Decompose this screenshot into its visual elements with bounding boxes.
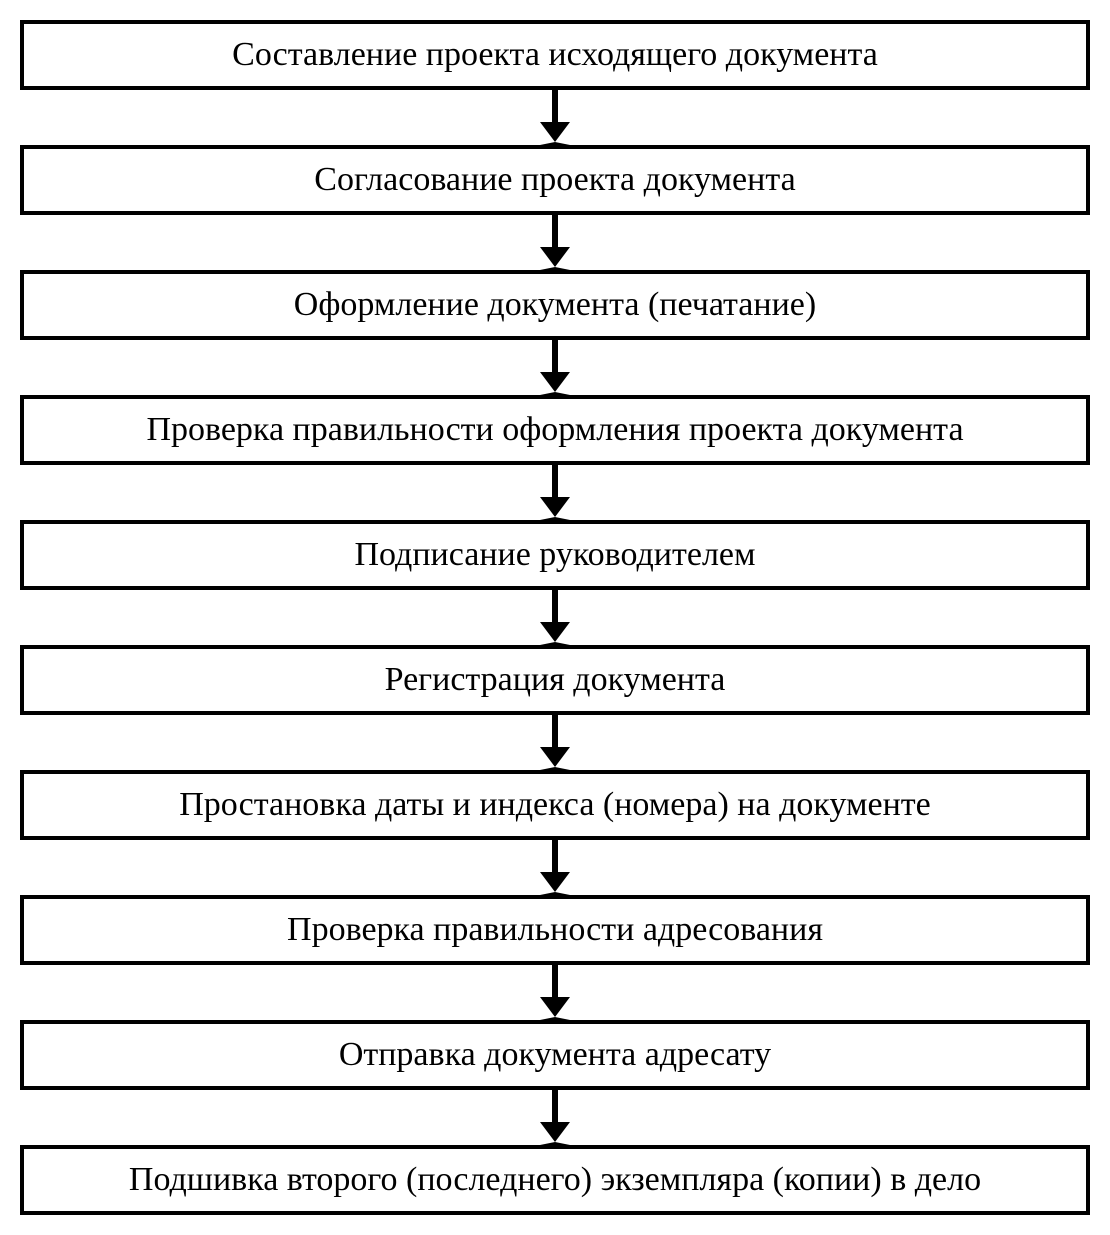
flow-node-1-label: Составление проекта исходящего документа — [232, 36, 878, 74]
arrow-head-icon — [540, 122, 570, 145]
arrow-stem-icon — [552, 90, 558, 122]
arrow-head-icon — [540, 997, 570, 1020]
flow-node-10: Подшивка второго (последнего) экземпляра… — [20, 1145, 1090, 1215]
flow-node-10-label: Подшивка второго (последнего) экземпляра… — [129, 1161, 981, 1199]
flow-node-7: Простановка даты и индекса (номера) на д… — [20, 770, 1090, 840]
flow-node-1: Составление проекта исходящего документа — [20, 20, 1090, 90]
arrow-stem-icon — [552, 340, 558, 372]
flow-node-4-label: Проверка правильности оформления проекта… — [146, 411, 963, 449]
arrow-stem-icon — [552, 1090, 558, 1122]
flow-node-4: Проверка правильности оформления проекта… — [20, 395, 1090, 465]
flow-arrow-8 — [540, 965, 570, 1020]
arrow-head-icon — [540, 872, 570, 895]
flow-node-8-label: Проверка правильности адресования — [287, 911, 823, 949]
flow-node-9: Отправка документа адресату — [20, 1020, 1090, 1090]
flow-node-8: Проверка правильности адресования — [20, 895, 1090, 965]
arrow-head-icon — [540, 497, 570, 520]
flow-arrow-1 — [540, 90, 570, 145]
flowchart-container: Составление проекта исходящего документа… — [20, 20, 1090, 1215]
flow-node-5: Подписание руководителем — [20, 520, 1090, 590]
flow-arrow-7 — [540, 840, 570, 895]
flow-arrow-3 — [540, 340, 570, 395]
arrow-head-icon — [540, 247, 570, 270]
arrow-head-icon — [540, 747, 570, 770]
flow-arrow-9 — [540, 1090, 570, 1145]
flow-node-2-label: Согласование проекта документа — [314, 161, 795, 199]
arrow-stem-icon — [552, 215, 558, 247]
flow-arrow-5 — [540, 590, 570, 645]
flow-arrow-6 — [540, 715, 570, 770]
flow-node-3-label: Оформление документа (печатание) — [294, 286, 816, 324]
flow-arrow-2 — [540, 215, 570, 270]
arrow-stem-icon — [552, 840, 558, 872]
flow-node-6-label: Регистрация документа — [385, 661, 726, 699]
flow-node-6: Регистрация документа — [20, 645, 1090, 715]
arrow-stem-icon — [552, 715, 558, 747]
arrow-head-icon — [540, 1122, 570, 1145]
arrow-stem-icon — [552, 965, 558, 997]
flow-node-9-label: Отправка документа адресату — [339, 1036, 771, 1074]
flow-node-2: Согласование проекта документа — [20, 145, 1090, 215]
flow-node-5-label: Подписание руководителем — [354, 536, 755, 574]
flow-node-3: Оформление документа (печатание) — [20, 270, 1090, 340]
flow-node-7-label: Простановка даты и индекса (номера) на д… — [179, 786, 930, 824]
arrow-head-icon — [540, 372, 570, 395]
arrow-stem-icon — [552, 590, 558, 622]
arrow-head-icon — [540, 622, 570, 645]
arrow-stem-icon — [552, 465, 558, 497]
flow-arrow-4 — [540, 465, 570, 520]
